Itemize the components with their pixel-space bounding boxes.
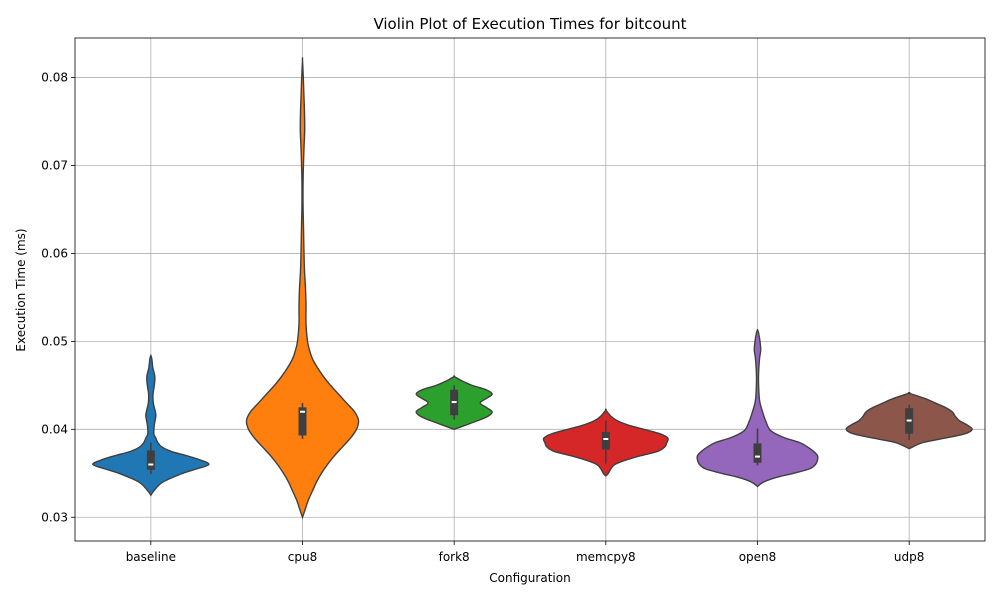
iqr-box-memcpy8 — [601, 431, 610, 450]
iqr-box-baseline — [146, 450, 155, 470]
x-tick-label-open8: open8 — [739, 550, 777, 564]
y-tick-label: 0.05 — [41, 334, 68, 348]
violins — [92, 57, 973, 520]
x-tick-label-cpu8: cpu8 — [288, 550, 317, 564]
x-tick-label-fork8: fork8 — [439, 550, 470, 564]
chart-title: Violin Plot of Execution Times for bitco… — [373, 15, 686, 33]
x-tick-label-baseline: baseline — [126, 550, 176, 564]
x-tick-label-udp8: udp8 — [894, 550, 924, 564]
y-axis-label: Execution Time (ms) — [14, 228, 28, 351]
y-tick-label: 0.06 — [41, 246, 68, 260]
plot-frame — [74, 37, 986, 542]
violin-cpu8 — [245, 57, 360, 520]
box-markers — [146, 385, 914, 475]
violin-baseline — [92, 354, 210, 497]
x-axis-label: Configuration — [489, 571, 570, 585]
iqr-box-open8 — [753, 443, 762, 463]
y-tick-label: 0.04 — [41, 422, 68, 436]
y-tick-label: 0.03 — [41, 510, 68, 524]
axis-ticks: 0.03 0.04 0.05 0.06 0.07 0.08 baseline cpu8 fork… — [41, 71, 924, 564]
y-tick-label: 0.08 — [41, 71, 68, 85]
y-tick-label: 0.07 — [41, 159, 68, 173]
iqr-box-cpu8 — [298, 407, 307, 436]
violin-open8 — [696, 328, 819, 488]
x-tick-label-memcpy8: memcpy8 — [576, 550, 636, 564]
